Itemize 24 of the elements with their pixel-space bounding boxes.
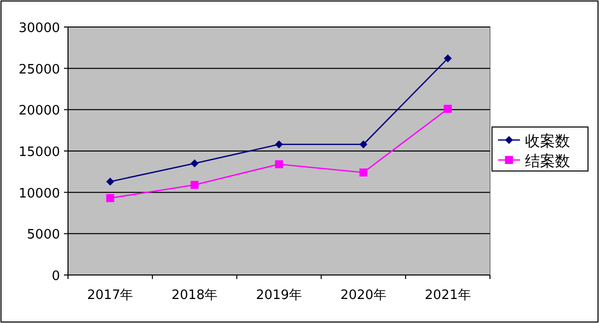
point (359, 140, 368, 148)
y-tick-label: 10000 (18, 186, 60, 202)
x-tick-label: 2020年 (340, 288, 386, 303)
point (444, 54, 452, 62)
y-tick-label: 25000 (18, 62, 60, 78)
y-tick-label: 15000 (18, 145, 60, 160)
point (275, 160, 283, 168)
y-tick-label: 5000 (26, 228, 60, 243)
legend-label: 结案数 (525, 152, 570, 170)
x-tick-label: 2017年 (87, 288, 134, 303)
y-tick-label: 0 (52, 269, 60, 284)
point (275, 140, 283, 148)
point (106, 194, 114, 202)
y-tick-label: 20000 (18, 104, 60, 119)
x-tick-label: 2018年 (172, 288, 218, 303)
point (190, 180, 199, 189)
y-tick-label: 30000 (18, 21, 60, 36)
legend-label: 收案数 (525, 132, 570, 150)
point (444, 104, 452, 113)
point (359, 168, 368, 176)
x-tick-label: 2021年 (424, 288, 471, 303)
x-tick-label: 2019年 (256, 288, 302, 303)
point (190, 159, 199, 168)
point (106, 178, 114, 186)
